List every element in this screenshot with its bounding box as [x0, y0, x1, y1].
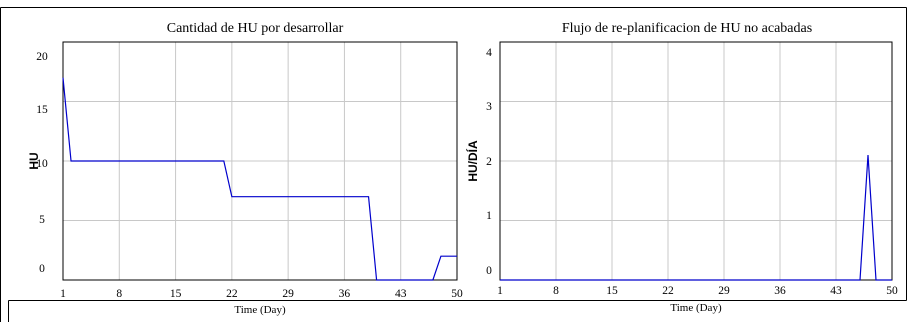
- chart-title: Flujo de re-planificacion de HU no acaba…: [562, 21, 812, 36]
- y-tick-label: 10: [36, 158, 48, 170]
- x-tick-label: 1: [497, 285, 503, 297]
- x-tick-label: 36: [774, 285, 786, 297]
- chart-2: Flujo de re-planificacion de HU no acaba…: [465, 21, 898, 314]
- y-tick-label: 1: [486, 210, 492, 222]
- y-axis-label: HU/DÍA: [465, 140, 480, 182]
- x-tick-label: 8: [553, 285, 559, 297]
- x-tick-label: 43: [830, 285, 842, 297]
- x-axis-label: Time (Day): [670, 302, 722, 314]
- x-axis-label: Time (Day): [234, 304, 286, 316]
- y-tick-label: 4: [486, 47, 492, 59]
- x-tick-label: 15: [606, 285, 618, 297]
- y-tick-label: 5: [39, 214, 45, 226]
- series-line: [62, 77, 457, 281]
- x-tick-label: 50: [886, 285, 898, 297]
- x-tick-label: 43: [395, 288, 407, 300]
- y-tick-label: 3: [486, 101, 492, 113]
- y-tick-label: 0: [39, 263, 45, 275]
- x-tick-label: 15: [170, 288, 182, 300]
- y-tick-label: 15: [36, 104, 48, 116]
- x-tick-label: 36: [339, 288, 351, 300]
- y-tick-label: 2: [486, 156, 492, 168]
- series-line: [500, 155, 892, 281]
- plot-border: [62, 41, 458, 281]
- y-tick-label: 0: [486, 265, 492, 277]
- x-tick-label: 22: [226, 288, 238, 300]
- x-tick-label: 50: [451, 288, 463, 300]
- x-tick-label: 1: [60, 288, 66, 300]
- x-tick-label: 8: [116, 288, 122, 300]
- chart-title: Cantidad de HU por desarrollar: [167, 21, 344, 36]
- y-axis-label: HU: [27, 152, 41, 169]
- y-tick-label: 20: [36, 51, 48, 63]
- x-tick-label: 22: [662, 285, 674, 297]
- x-tick-label: 29: [282, 288, 294, 300]
- x-tick-label: 29: [718, 285, 730, 297]
- chart-1: Cantidad de HU por desarrollar 1 8 15 22 29 36…: [27, 21, 463, 316]
